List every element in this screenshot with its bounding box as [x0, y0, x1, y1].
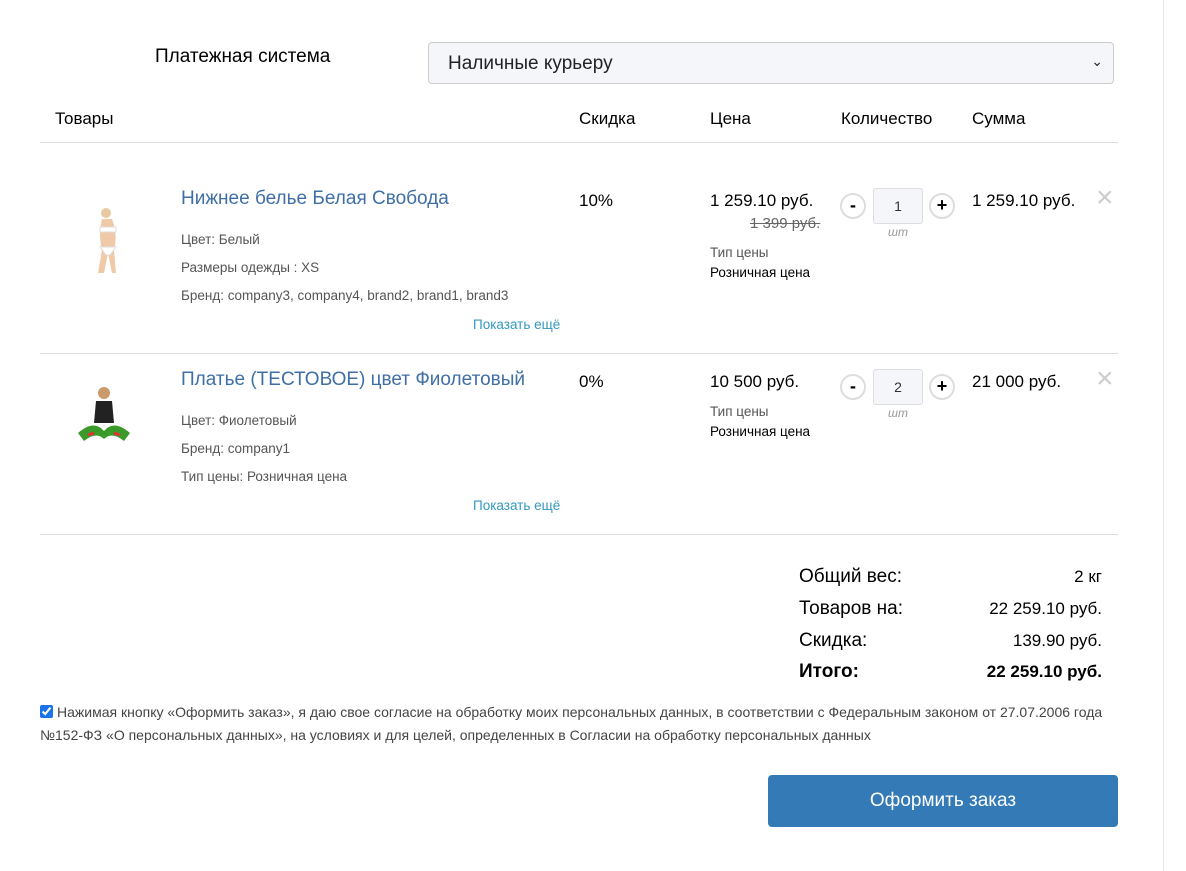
product-prop: Размеры одежды : XS: [181, 260, 320, 275]
remove-icon[interactable]: ×: [1096, 362, 1114, 395]
quantity-input[interactable]: 2: [873, 369, 923, 405]
product-name-link[interactable]: Платье (ТЕСТОВОЕ) цвет Фиолетовый: [181, 369, 525, 390]
unit-label: шт: [888, 406, 908, 420]
old-price: 1 399 руб.: [750, 215, 821, 232]
consent-text: Нажимая кнопку «Оформить заказ», я даю с…: [40, 704, 1103, 743]
goods-total-value: 22 259.10 руб.: [989, 599, 1102, 618]
remove-icon[interactable]: ×: [1096, 181, 1114, 214]
product-image: [78, 387, 130, 441]
payment-system-label: Платежная система: [155, 46, 331, 67]
discount-total-value: 139.90 руб.: [1012, 631, 1102, 650]
grand-total-label: Итого:: [799, 661, 859, 682]
header-price: Цена: [710, 109, 751, 128]
sum-value: 1 259.10 руб.: [972, 191, 1076, 210]
show-more-link[interactable]: Показать ещё: [473, 317, 561, 332]
decrease-button[interactable]: -: [840, 193, 866, 219]
price-value: 1 259.10 руб.: [710, 191, 814, 210]
consent-block: Нажимая кнопку «Оформить заказ», я даю с…: [40, 701, 1120, 747]
weight-label: Общий вес:: [799, 566, 903, 587]
grand-total-value: 22 259.10 руб.: [986, 662, 1102, 681]
discount-value: 10%: [579, 191, 614, 210]
quantity-input[interactable]: 1: [873, 188, 923, 224]
product-name-link[interactable]: Нижнее белье Белая Свобода: [181, 188, 449, 209]
submit-order-button[interactable]: Оформить заказ: [768, 775, 1118, 827]
header-quantity: Количество: [841, 109, 933, 128]
weight-value: 2 кг: [1074, 567, 1102, 586]
increase-button[interactable]: +: [929, 374, 955, 400]
payment-system-select[interactable]: Наличные курьеру ⌄: [428, 42, 1114, 84]
price-type-label: Тип цены: [710, 245, 769, 260]
increase-button[interactable]: +: [929, 193, 955, 219]
price-type: Розничная цена: [710, 424, 811, 439]
unit-label: шт: [888, 225, 908, 239]
sum-value: 21 000 руб.: [972, 372, 1062, 391]
price-type-label: Тип цены: [710, 404, 769, 419]
product-prop: Цвет: Белый: [181, 232, 260, 247]
chevron-down-icon: ⌄: [1091, 53, 1103, 69]
product-prop: Тип цены: Розничная цена: [181, 469, 348, 484]
divider: [40, 353, 1118, 354]
header-discount: Скидка: [579, 109, 636, 128]
discount-total-label: Скидка:: [799, 630, 868, 651]
page-edge: [1163, 0, 1164, 871]
price-type: Розничная цена: [710, 265, 811, 280]
discount-value: 0%: [579, 372, 604, 391]
header-goods: Товары: [55, 109, 114, 128]
decrease-button[interactable]: -: [840, 374, 866, 400]
product-prop: Бренд: company3, company4, brand2, brand…: [181, 288, 509, 303]
divider: [40, 534, 1118, 535]
product-prop: Бренд: company1: [181, 441, 290, 456]
divider: [40, 142, 1118, 143]
consent-checkbox[interactable]: [40, 705, 53, 718]
product-image: [98, 208, 117, 273]
price-value: 10 500 руб.: [710, 372, 800, 391]
goods-total-label: Товаров на:: [799, 598, 903, 619]
header-sum: Сумма: [972, 109, 1026, 128]
show-more-link[interactable]: Показать ещё: [473, 498, 561, 513]
payment-selected: Наличные курьеру: [448, 53, 613, 74]
product-prop: Цвет: Фиолетовый: [181, 413, 297, 428]
